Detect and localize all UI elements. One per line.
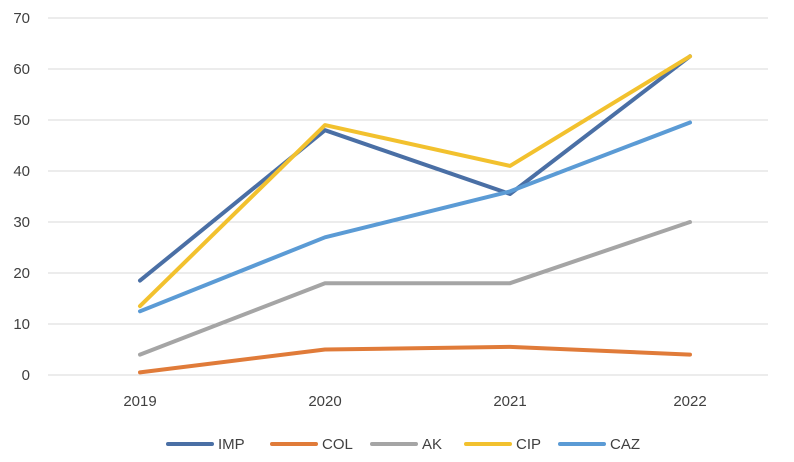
x-tick-label: 2019 xyxy=(123,393,156,410)
legend-label-imp: IMP xyxy=(218,436,245,453)
series-line-col xyxy=(138,344,692,375)
y-tick-label: 50 xyxy=(13,112,30,129)
y-tick-label: 40 xyxy=(13,163,30,180)
legend-label-cip: CIP xyxy=(516,436,541,453)
series-line-ak xyxy=(138,220,692,357)
y-tick-label: 10 xyxy=(13,316,30,333)
legend-label-ak: AK xyxy=(422,436,442,453)
gridlines xyxy=(48,17,768,376)
legend-label-caz: CAZ xyxy=(610,436,640,453)
x-tick-label: 2022 xyxy=(673,393,706,410)
y-tick-label: 20 xyxy=(13,265,30,282)
series-line-caz xyxy=(138,120,692,314)
series-line-imp xyxy=(138,54,692,283)
legend: IMP COL AK CIP CAZ xyxy=(166,436,640,453)
x-tick-label: 2021 xyxy=(493,393,526,410)
y-axis-ticks: 0 10 20 30 40 50 60 70 xyxy=(13,10,30,384)
y-tick-label: 60 xyxy=(13,61,30,78)
y-tick-label: 0 xyxy=(22,367,30,384)
y-tick-label: 30 xyxy=(13,214,30,231)
series-line-cip xyxy=(138,54,692,309)
series-lines xyxy=(138,54,692,375)
x-tick-label: 2020 xyxy=(308,393,341,410)
x-axis-ticks: 2019 2020 2021 2022 xyxy=(123,393,706,410)
legend-label-col: COL xyxy=(322,436,353,453)
y-tick-label: 70 xyxy=(13,10,30,27)
